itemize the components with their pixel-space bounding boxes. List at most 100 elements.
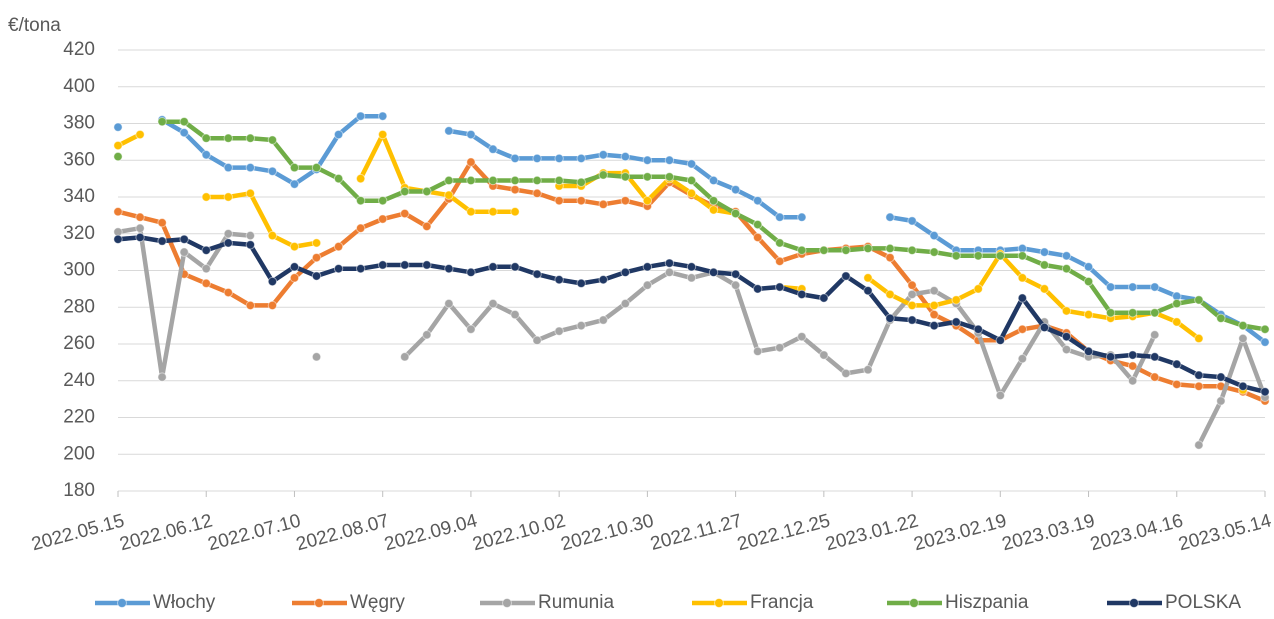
data-point bbox=[1061, 331, 1072, 342]
legend-label: Francja bbox=[750, 592, 814, 613]
x-tick-label: 2022.10.02 bbox=[470, 510, 567, 555]
data-point bbox=[1017, 324, 1028, 334]
data-point bbox=[576, 278, 586, 289]
data-point bbox=[642, 172, 653, 182]
data-point bbox=[289, 241, 300, 252]
data-point bbox=[311, 162, 322, 173]
data-point bbox=[135, 223, 145, 233]
data-point bbox=[686, 175, 697, 186]
data-point bbox=[245, 230, 256, 241]
data-point bbox=[642, 262, 653, 272]
data-point bbox=[819, 245, 829, 255]
data-point bbox=[466, 129, 476, 140]
y-tick-label: 300 bbox=[63, 260, 95, 281]
x-tick-label: 2022.06.12 bbox=[118, 510, 215, 555]
data-point bbox=[1194, 295, 1204, 305]
data-point bbox=[113, 207, 123, 217]
data-point bbox=[289, 273, 300, 283]
y-tick-label: 400 bbox=[63, 76, 95, 97]
data-point bbox=[1150, 308, 1160, 318]
data-point bbox=[1039, 284, 1050, 294]
y-tick-label: 420 bbox=[63, 39, 95, 60]
data-point bbox=[1216, 372, 1226, 382]
data-point bbox=[841, 245, 851, 255]
data-point bbox=[488, 262, 498, 272]
data-point bbox=[797, 212, 807, 222]
data-point bbox=[1061, 263, 1072, 274]
x-tick-label: 2023.05.14 bbox=[1176, 510, 1274, 555]
data-point bbox=[775, 282, 785, 292]
legend-marker bbox=[117, 598, 127, 608]
data-point bbox=[554, 175, 564, 186]
data-point bbox=[400, 186, 410, 197]
y-tick-label: 280 bbox=[63, 296, 95, 317]
data-point bbox=[1039, 322, 1050, 333]
data-point bbox=[510, 153, 520, 164]
data-point bbox=[775, 212, 785, 222]
y-tick-label: 180 bbox=[63, 480, 95, 501]
data-point bbox=[488, 207, 498, 217]
x-tick-label: 2023.03.19 bbox=[1000, 510, 1097, 555]
data-point bbox=[333, 241, 344, 252]
data-point bbox=[223, 192, 233, 202]
data-point bbox=[730, 184, 741, 195]
data-point bbox=[885, 289, 895, 300]
legend-marker bbox=[1129, 598, 1139, 608]
data-point bbox=[797, 245, 807, 255]
data-point bbox=[466, 175, 476, 186]
data-point bbox=[554, 153, 564, 164]
data-point bbox=[400, 208, 410, 219]
data-point bbox=[620, 172, 631, 182]
data-point bbox=[576, 177, 586, 188]
y-axis-label: €/tona bbox=[8, 15, 61, 36]
data-point bbox=[113, 151, 123, 162]
data-point bbox=[311, 252, 322, 263]
data-point bbox=[466, 324, 476, 334]
data-point bbox=[201, 263, 211, 274]
data-point bbox=[642, 195, 653, 206]
data-point bbox=[201, 245, 211, 255]
data-point bbox=[642, 155, 653, 165]
data-point bbox=[157, 236, 167, 246]
data-point bbox=[686, 273, 697, 283]
data-point bbox=[355, 223, 366, 233]
data-point bbox=[157, 372, 167, 382]
data-point bbox=[179, 127, 189, 138]
data-point bbox=[1172, 359, 1182, 369]
data-point bbox=[576, 153, 586, 164]
legend-marker bbox=[502, 598, 512, 608]
y-tick-label: 360 bbox=[63, 149, 95, 170]
data-point bbox=[510, 184, 520, 195]
data-point bbox=[1017, 273, 1028, 283]
data-point bbox=[532, 153, 542, 164]
data-point bbox=[444, 126, 454, 136]
data-point bbox=[797, 331, 807, 342]
data-point bbox=[598, 199, 608, 210]
data-point bbox=[620, 267, 631, 278]
data-point bbox=[1172, 298, 1182, 309]
data-point bbox=[973, 251, 983, 261]
data-point bbox=[1194, 370, 1204, 380]
data-point bbox=[708, 267, 719, 278]
data-point bbox=[201, 133, 211, 143]
data-point bbox=[752, 232, 763, 243]
data-point bbox=[1127, 376, 1138, 386]
data-point bbox=[377, 260, 388, 270]
data-point bbox=[311, 271, 322, 281]
data-point bbox=[488, 144, 498, 154]
data-point bbox=[664, 172, 675, 182]
data-point bbox=[620, 298, 631, 309]
data-point bbox=[664, 267, 675, 278]
data-point bbox=[752, 284, 763, 294]
data-point bbox=[907, 315, 917, 325]
data-point bbox=[510, 262, 520, 272]
x-tick-label: 2022.12.25 bbox=[735, 510, 832, 555]
data-point bbox=[179, 116, 189, 127]
data-point bbox=[1238, 381, 1248, 391]
data-point bbox=[664, 258, 675, 268]
data-point bbox=[598, 170, 608, 180]
legend-marker bbox=[909, 598, 919, 608]
data-point bbox=[708, 205, 719, 215]
data-point bbox=[1150, 372, 1160, 382]
